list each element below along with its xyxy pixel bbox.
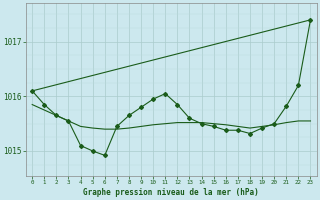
X-axis label: Graphe pression niveau de la mer (hPa): Graphe pression niveau de la mer (hPa) [84, 188, 259, 197]
